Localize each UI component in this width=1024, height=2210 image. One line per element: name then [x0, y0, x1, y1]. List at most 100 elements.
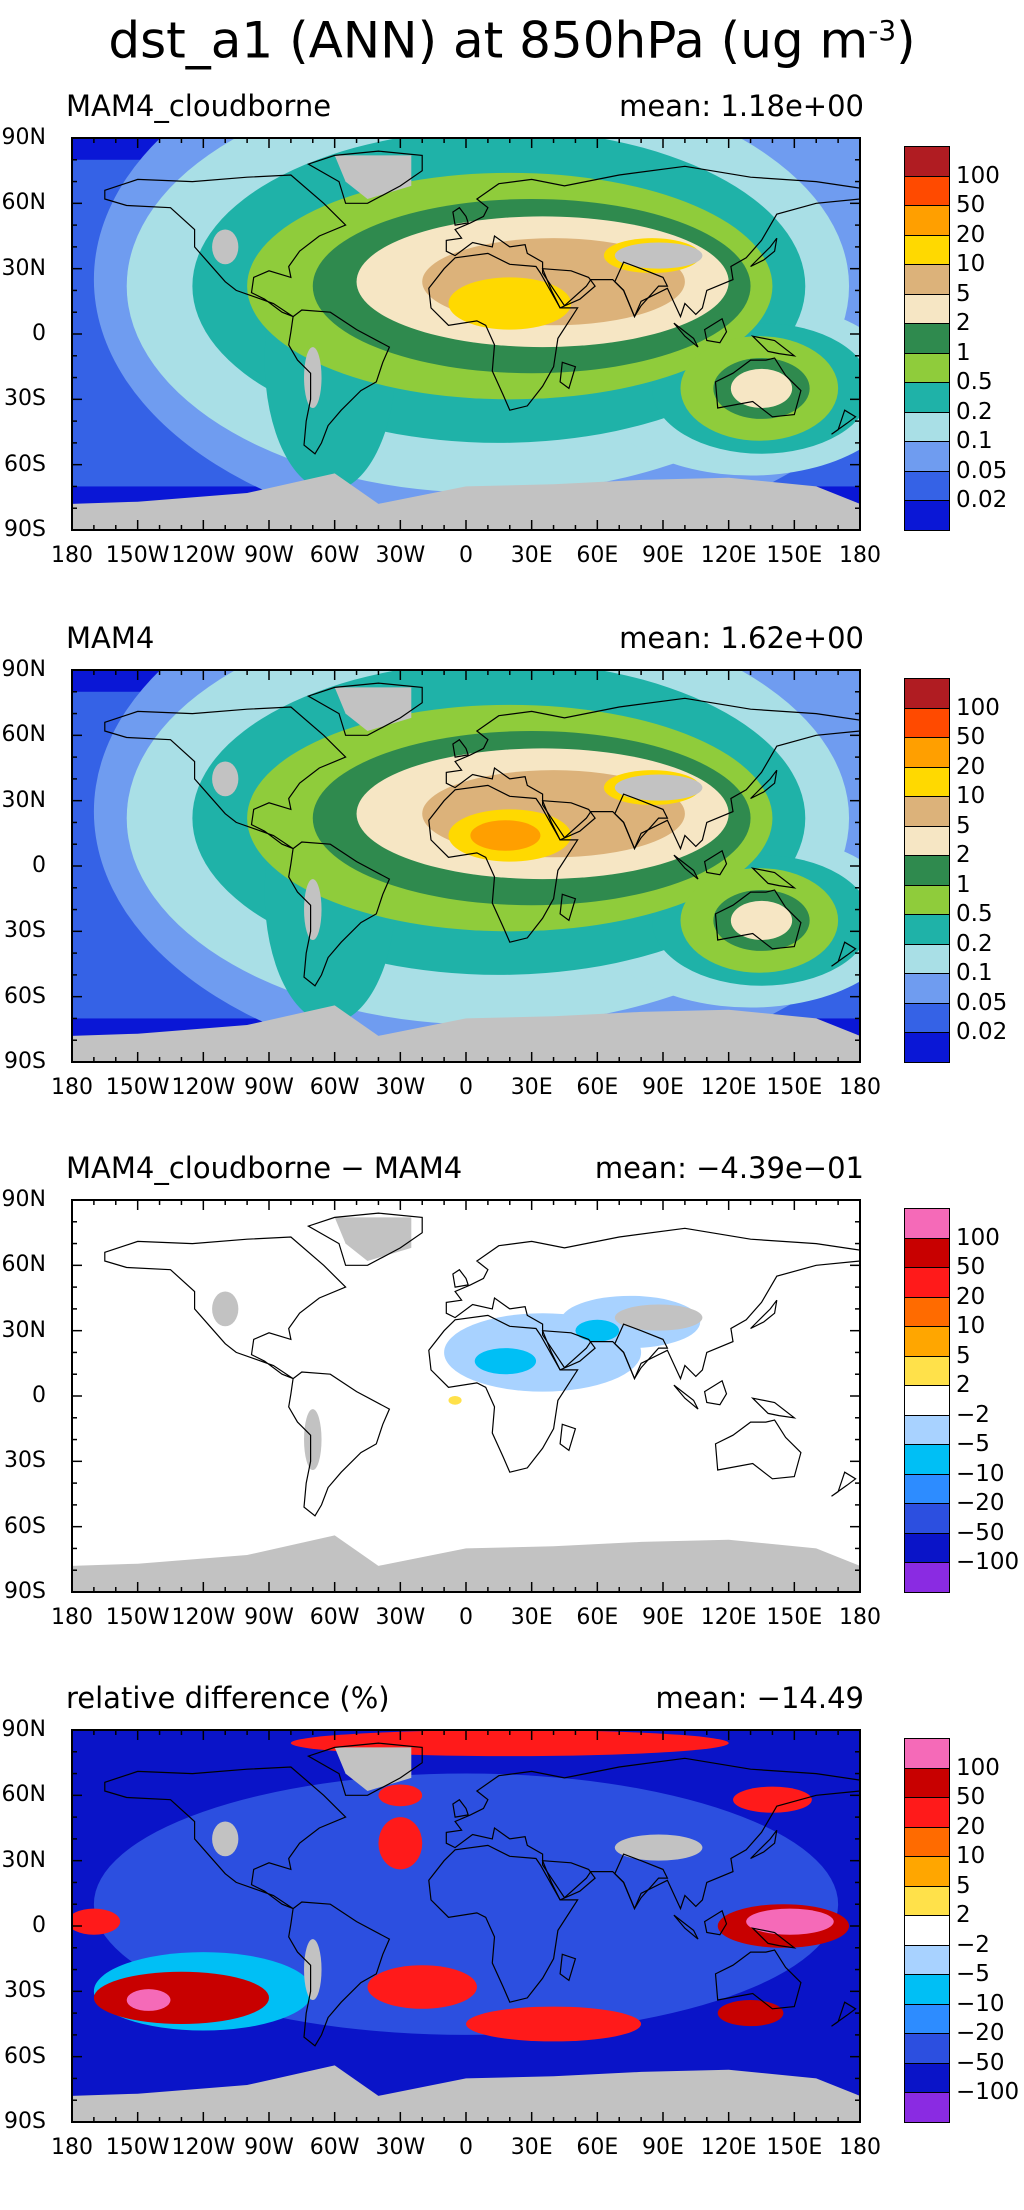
- lon-tick-label: 90W: [244, 1605, 294, 1630]
- lon-tick-label: 90E: [642, 2135, 684, 2160]
- colorbar-swatch: [904, 1296, 950, 1327]
- colorbar-label: −20: [956, 2020, 1005, 2046]
- colorbar-swatch: [904, 264, 950, 295]
- coastline-south-america: [288, 309, 391, 455]
- colorbar-label: 2: [956, 842, 971, 868]
- colorbar-label: 1: [956, 871, 971, 898]
- colorbar-swatch: [904, 1208, 950, 1239]
- colorbar-swatch: [904, 1856, 950, 1887]
- colorbar-label: 0.05: [956, 457, 1008, 484]
- field-layer: [72, 1730, 860, 2122]
- colorbar-swatch: [904, 1237, 950, 1268]
- colorbar-label: 0.02: [956, 487, 1008, 513]
- coastline-new-guinea: [750, 867, 797, 889]
- field-contour-50: [93, 1971, 269, 2024]
- coastline-greenland: [306, 682, 423, 736]
- field-contour-pos2: [448, 1396, 462, 1405]
- coastline-japan: [750, 1299, 778, 1330]
- coastline-africa: [428, 1844, 579, 2003]
- colorbar-swatch: [904, 884, 950, 915]
- lon-tick-label: 120W: [171, 1075, 236, 1100]
- field-background: [72, 1200, 860, 1592]
- colorbar-swatch: [904, 737, 950, 768]
- coastline-new-guinea: [750, 1397, 797, 1419]
- lon-tick-label: 90W: [244, 2135, 294, 2160]
- colorbar-label: 0.5: [956, 369, 993, 395]
- colorbar-label: −100: [956, 2079, 1020, 2105]
- lon-tick-label: 120E: [700, 1605, 757, 1630]
- colorbar-label: 0.05: [956, 989, 1008, 1016]
- coastline-north-america: [104, 174, 347, 318]
- coastline-japan: [750, 769, 778, 800]
- lon-tick-label: 180: [51, 1605, 93, 1630]
- coastline-sumatra: [673, 854, 699, 880]
- coastline-uk: [452, 206, 469, 226]
- colorbar-label: 0.1: [956, 960, 993, 986]
- coastline-sumatra: [673, 1384, 699, 1410]
- field-contour-100: [126, 1989, 171, 2011]
- coastline-india: [614, 1853, 669, 1910]
- colorbar: 100 50 20 10 5 2 −2 −5 −10 −20 −50 −100: [904, 1738, 1024, 2138]
- lat-tick-label: 60N: [1, 190, 46, 216]
- colorbar-label: 0.2: [956, 930, 993, 957]
- lat-tick-label: 0: [32, 853, 46, 878]
- colorbar-label: 100: [956, 1754, 1000, 1781]
- colorbar-swatch: [904, 205, 950, 236]
- lon-tick-label: 30W: [375, 1605, 426, 1630]
- colorbar-label: −10: [956, 1460, 1005, 1487]
- colorbar-swatch: [904, 973, 950, 1004]
- lon-tick-label: 150E: [766, 1605, 823, 1630]
- map-plot: [71, 137, 861, 531]
- colorbar-swatch: [904, 1326, 950, 1357]
- map-panel: MAM4_cloudborne − MAM4 mean: −4.39e−01 90N…: [0, 1150, 1024, 1680]
- coastlines: [104, 1742, 860, 2047]
- colorbar-swatch: [904, 2003, 950, 2034]
- colorbar-swatch: [904, 1767, 950, 1798]
- lon-tick-label: 120W: [171, 1605, 236, 1630]
- colorbar-label: 100: [956, 1224, 1000, 1251]
- lon-tick-label: 150W: [105, 1075, 170, 1100]
- colorbar-swatch: [904, 175, 950, 206]
- lat-tick-label: 30S: [4, 386, 46, 412]
- colorbar-label: 20: [956, 1813, 986, 1840]
- map-plot: [71, 1729, 861, 2123]
- map-plot: [71, 1199, 861, 1593]
- coastline-japan: [750, 1829, 778, 1860]
- lon-tick-label: 60E: [576, 1075, 619, 1100]
- coastline-eurasia: [445, 1227, 860, 1381]
- lon-tick-label: 120E: [700, 1075, 757, 1100]
- coastline-north-america: [104, 706, 347, 850]
- colorbar-label: 100: [956, 162, 1000, 189]
- missing-andes: [304, 1939, 322, 2001]
- colorbar-label: −10: [956, 1990, 1005, 2017]
- colorbar-swatch: [904, 1797, 950, 1828]
- map-plot: [71, 669, 861, 1063]
- lon-tick-label: 150E: [766, 2135, 823, 2160]
- coastline-new-zealand: [831, 941, 857, 967]
- coastline-greenland: [306, 1742, 423, 1796]
- lat-tick-label: 90S: [4, 1579, 46, 1604]
- lon-tick-label: 30E: [510, 1605, 553, 1630]
- lat-tick-label: 30N: [1, 1847, 46, 1873]
- lon-tick-label: 60W: [309, 543, 360, 568]
- colorbar-swatch: [904, 1532, 950, 1563]
- lon-tick-label: 30E: [510, 543, 553, 568]
- colorbar-swatch: [904, 825, 950, 856]
- lon-tick-label: 120W: [171, 2135, 236, 2160]
- colorbar-swatch: [904, 293, 950, 324]
- lon-tick-label: 30E: [510, 1075, 553, 1100]
- field-contour-2: [730, 900, 793, 941]
- coastline-india: [614, 793, 669, 850]
- coastline-new-guinea: [750, 1927, 797, 1949]
- axis-ticks: [71, 669, 861, 1063]
- missing-greenland: [334, 1217, 412, 1261]
- coastline-indonesia-borneo: [703, 1909, 728, 1936]
- colorbar-label: 0.02: [956, 1019, 1008, 1045]
- colorbar-swatch: [904, 1473, 950, 1504]
- lon-tick-label: 30W: [375, 2135, 426, 2160]
- colorbar-label: 50: [956, 1254, 986, 1280]
- lon-tick-label: 30W: [375, 543, 426, 568]
- map-panel: MAM4 mean: 1.62e+00 90N 60N 30N 0 30S 60S 90S 180…: [0, 620, 1024, 1150]
- coastline-indonesia-borneo: [703, 1379, 728, 1406]
- missing-rockies: [212, 1291, 239, 1327]
